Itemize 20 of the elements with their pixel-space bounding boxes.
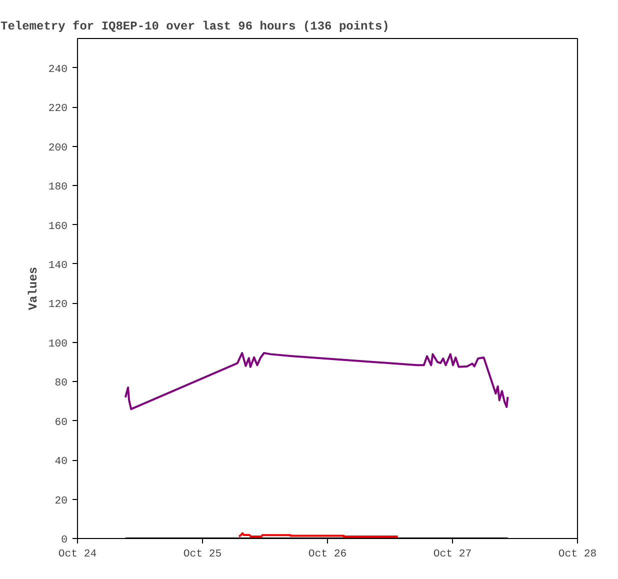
x-tick-label: Oct 26 [308, 548, 347, 560]
y-tick-label: 160 [48, 220, 68, 233]
y-tick-label: 200 [48, 142, 68, 154]
y-tick-label: 180 [48, 182, 68, 194]
y-tick-label: 100 [48, 338, 68, 350]
x-tick-label: Oct 27 [433, 548, 472, 560]
y-axis-title: Values [26, 266, 40, 310]
x-tick-label: Oct 28 [558, 548, 597, 560]
y-tick-label: 140 [48, 260, 68, 272]
y-tick-label: 240 [48, 64, 68, 76]
x-tick-label: Oct 24 [58, 548, 97, 560]
y-tick-label: 40 [54, 456, 68, 468]
y-tick-label: 80 [54, 378, 68, 390]
y-tick-label: 60 [54, 416, 68, 429]
y-tick-label: 120 [48, 299, 68, 312]
x-tick-label: Oct 25 [183, 548, 222, 560]
y-tick-label: 20 [54, 495, 68, 508]
chart-title: Telemetry for IQ8EP-10 over last 96 hours (136 points) [0, 20, 390, 34]
y-tick-label: 220 [48, 103, 68, 116]
y-tick-label: 0 [61, 534, 68, 546]
